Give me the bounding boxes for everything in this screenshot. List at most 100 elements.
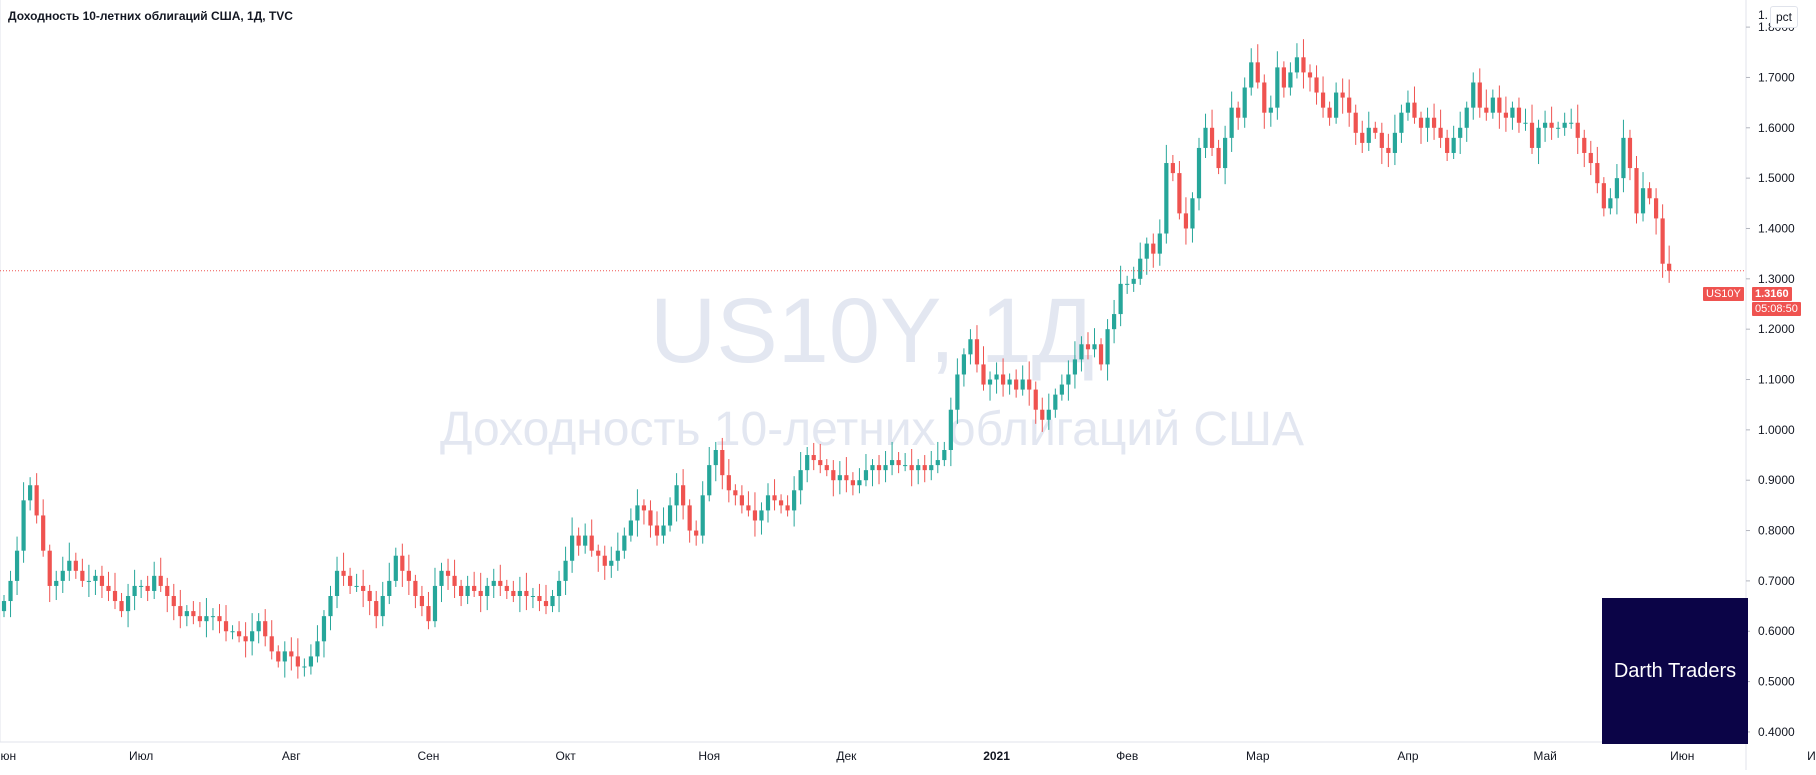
candle [243, 622, 248, 658]
candle [1640, 172, 1646, 222]
candle-body [1112, 314, 1117, 330]
candle-body [1059, 384, 1064, 395]
candle-body [295, 656, 300, 667]
candle-body [1647, 188, 1652, 199]
candle [537, 583, 542, 612]
candle [1510, 101, 1515, 130]
candle [1490, 89, 1495, 119]
candle [295, 638, 300, 679]
candle-body [41, 515, 46, 551]
candle-body [935, 460, 940, 466]
candle [472, 571, 477, 598]
candle-body [158, 575, 163, 586]
candle-body [1085, 344, 1091, 350]
candle-body [1458, 127, 1463, 138]
candle-body [406, 570, 411, 581]
candle-body [955, 374, 960, 410]
candle-body [361, 585, 366, 591]
x-tick-label: Окт [555, 749, 576, 763]
candle [354, 573, 359, 592]
candle-body [1033, 389, 1038, 410]
candle-body [1660, 218, 1665, 264]
candle-body [1653, 198, 1659, 219]
candle-body [903, 465, 908, 467]
candle [34, 473, 39, 524]
candle-body [1582, 137, 1587, 153]
candle [1536, 119, 1541, 165]
candle [119, 592, 124, 618]
candle [707, 446, 712, 502]
candle [426, 591, 431, 630]
candle [883, 451, 888, 483]
candle-body [380, 596, 385, 617]
candle-body [1079, 344, 1084, 360]
candle [1497, 85, 1502, 129]
candle [1249, 48, 1254, 96]
candle-body [1601, 183, 1606, 209]
x-tick-label: Июл [129, 749, 153, 763]
candle-body [1451, 137, 1456, 153]
candle-body [1477, 82, 1482, 108]
candle [1209, 109, 1215, 156]
candle [1294, 43, 1300, 79]
candle-body [1399, 112, 1404, 133]
candle-body [289, 651, 294, 657]
candle-body [876, 465, 882, 471]
percent-scale-button[interactable]: pct [1770, 6, 1798, 28]
candle-body [86, 580, 91, 582]
candle [550, 589, 555, 613]
candle-body [1445, 137, 1450, 153]
candle [1164, 144, 1169, 244]
candle [67, 542, 72, 581]
candle-body [687, 505, 692, 531]
candle-body [765, 495, 771, 511]
candle-body [171, 596, 176, 607]
candle-body [1510, 107, 1515, 118]
candle-body [93, 575, 98, 581]
candle-body [1098, 344, 1104, 365]
candle-body [119, 601, 124, 612]
x-tick-label: Май [1533, 749, 1557, 763]
candle [158, 557, 163, 592]
candle [1431, 103, 1437, 140]
candle-body [1523, 122, 1528, 124]
candle-body [1569, 122, 1574, 124]
candle-body [1634, 168, 1639, 214]
candle [837, 461, 842, 495]
candle-body [1621, 137, 1626, 179]
candle [1040, 397, 1045, 432]
candle-body [602, 555, 607, 566]
y-tick-label: 0.4000 [1758, 725, 1795, 739]
candle [955, 358, 960, 424]
candle-body [302, 666, 307, 668]
candle [387, 562, 392, 605]
chart-title: Доходность 10-летних облигаций США, 1Д, … [8, 9, 293, 23]
candle-body [465, 585, 470, 596]
candle [361, 569, 366, 608]
candle-body [426, 606, 431, 622]
candle-body [1066, 374, 1071, 385]
candle-body [132, 585, 137, 596]
candle [948, 397, 953, 467]
candle [491, 568, 496, 599]
candle-body [504, 585, 509, 591]
candle-body [1138, 258, 1143, 279]
candle-body [1118, 283, 1123, 315]
candle-body [583, 535, 588, 546]
candle [1072, 341, 1078, 389]
candle-body [1431, 117, 1437, 128]
candle [1484, 89, 1489, 121]
candle-body [1105, 329, 1110, 365]
candle-body [1536, 127, 1541, 148]
candle [596, 544, 601, 572]
candle-body [1392, 132, 1397, 153]
candle [73, 552, 78, 579]
candle [583, 523, 588, 554]
x-tick-label: Дек [836, 749, 857, 763]
candle [1092, 328, 1097, 358]
candle-body [870, 465, 875, 471]
candle-body [1490, 97, 1495, 113]
candle-body [720, 450, 725, 476]
